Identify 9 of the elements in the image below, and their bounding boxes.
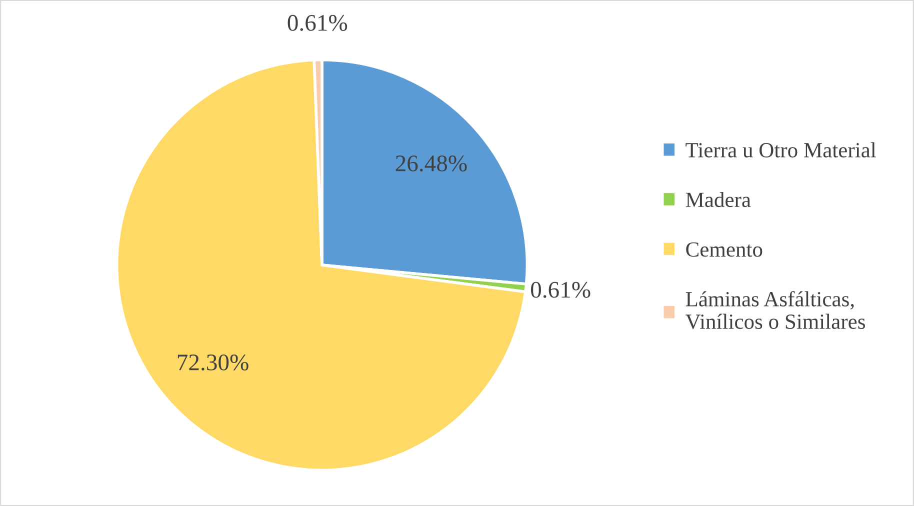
legend-label: Tierra u Otro Material xyxy=(686,142,876,158)
pie-slice xyxy=(115,58,527,472)
data-label: 26.48% xyxy=(396,155,467,172)
data-label: 0.61% xyxy=(288,14,348,31)
data-label: 72.30% xyxy=(178,354,248,371)
legend-label: Láminas Asfálticas, Vinílicos o Similares xyxy=(686,291,865,330)
data-label: 0.61% xyxy=(530,282,590,298)
legend-label: Cemento xyxy=(686,242,762,257)
legend-label: Madera xyxy=(686,192,751,208)
